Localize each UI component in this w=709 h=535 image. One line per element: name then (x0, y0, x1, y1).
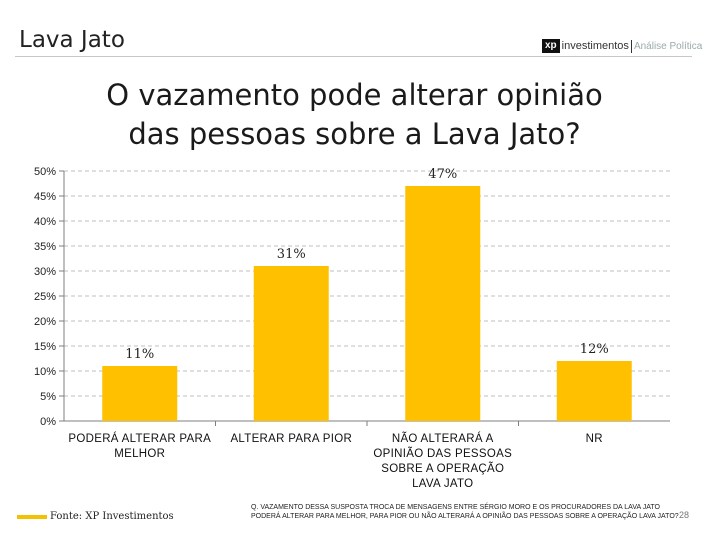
x-category-label: NÃO ALTERARÁ A (392, 432, 494, 445)
chart-title-line-1: O vazamento pode alterar opinião (106, 78, 603, 112)
y-tick-label: 5% (40, 391, 56, 403)
logo-brand: investimentos (561, 40, 629, 52)
footnote-line-1: Q. VAZAMENTO DESSA SUSPOSTA TROCA DE MEN… (251, 504, 660, 511)
y-tick-label: 15% (34, 341, 56, 353)
y-tick-label: 20% (34, 316, 56, 328)
x-category-label: SOBRE A OPERAÇÃO (381, 462, 504, 475)
y-tick-label: 30% (34, 266, 56, 278)
data-label: 31% (277, 247, 306, 262)
bar (556, 361, 632, 421)
data-label: 11% (125, 347, 154, 362)
y-tick-label: 25% (34, 291, 56, 303)
y-tick-label: 0% (40, 416, 56, 428)
bar (253, 266, 329, 421)
bar (405, 186, 481, 421)
header-divider (15, 56, 692, 57)
slide-header: Lava Jato xp investimentos Análise Polít… (0, 0, 709, 60)
chart-title-line-2: das pessoas sobre a Lava Jato? (128, 117, 581, 151)
x-category-label: LAVA JATO (412, 478, 473, 490)
logo-mark: xp (542, 39, 560, 53)
legend-swatch (17, 514, 47, 519)
logo-divider (630, 39, 632, 53)
logo-subtitle: Análise Política (633, 40, 703, 52)
y-tick-label: 50% (34, 166, 56, 178)
source-text: Fonte: XP Investimentos (50, 511, 174, 522)
y-tick-label: 40% (34, 216, 56, 228)
bar-chart: 0% 5% 10% 15% 20% 25% 30% 35% 40% 45% 50% 11% PODERÁ… (34, 166, 670, 490)
data-label: 47% (428, 167, 457, 182)
x-category-label: NR (586, 433, 603, 445)
y-tick-label: 10% (34, 366, 56, 378)
x-category-label: OPINIÃO DAS PESSOAS (373, 447, 512, 460)
chart-title: O vazamento pode alterar opinião das pes… (0, 76, 709, 154)
data-label: 12% (580, 342, 609, 357)
x-category-label: ALTERAR PARA PIOR (230, 433, 352, 445)
bar (102, 366, 178, 421)
y-tick-label: 45% (34, 191, 56, 203)
y-tick-label: 35% (34, 241, 56, 253)
x-category-label: PODERÁ ALTERAR PARA (68, 432, 211, 445)
xp-logo: xp investimentos Análise Política (542, 38, 702, 54)
question-footnote: Q. VAZAMENTO DESSA SUSPOSTA TROCA DE MEN… (251, 503, 679, 521)
section-title: Lava Jato (19, 27, 125, 53)
x-category-label: MELHOR (114, 448, 165, 460)
footnote-line-2: PODERÁ ALTERAR PARA MELHOR, PARA PIOR OU… (251, 513, 679, 520)
source-legend: Fonte: XP Investimentos (17, 511, 174, 522)
page-number: 28 (679, 510, 690, 520)
